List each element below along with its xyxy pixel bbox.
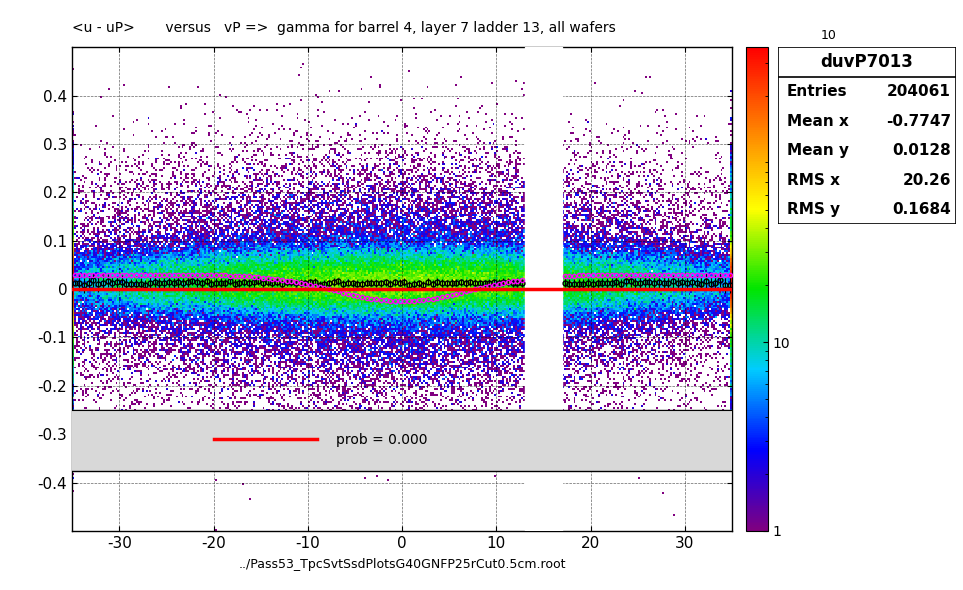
- Text: RMS x: RMS x: [787, 173, 840, 188]
- Text: <u - uP>       versus   vP =>  gamma for barrel 4, layer 7 ladder 13, all wafers: <u - uP> versus vP => gamma for barrel 4…: [72, 21, 616, 35]
- Text: -0.7747: -0.7747: [886, 114, 950, 129]
- Bar: [525, 47, 562, 531]
- Text: 204061: 204061: [887, 84, 950, 100]
- Text: prob = 0.000: prob = 0.000: [336, 433, 428, 447]
- Text: 0.0128: 0.0128: [892, 143, 950, 158]
- Text: Mean x: Mean x: [787, 114, 849, 129]
- X-axis label: ../Pass53_TpcSvtSsdPlotsG40GNFP25rCut0.5cm.root: ../Pass53_TpcSvtSsdPlotsG40GNFP25rCut0.5…: [238, 558, 566, 571]
- Text: RMS y: RMS y: [787, 202, 840, 217]
- Text: duvP7013: duvP7013: [820, 53, 914, 71]
- Text: Entries: Entries: [787, 84, 847, 100]
- Text: Mean y: Mean y: [787, 143, 849, 158]
- Bar: [72, 410, 732, 471]
- Bar: [72, 410, 732, 412]
- Text: 10: 10: [820, 30, 836, 42]
- Text: 20.26: 20.26: [902, 173, 950, 188]
- Bar: [778, 47, 956, 77]
- Text: 0.1684: 0.1684: [892, 202, 950, 217]
